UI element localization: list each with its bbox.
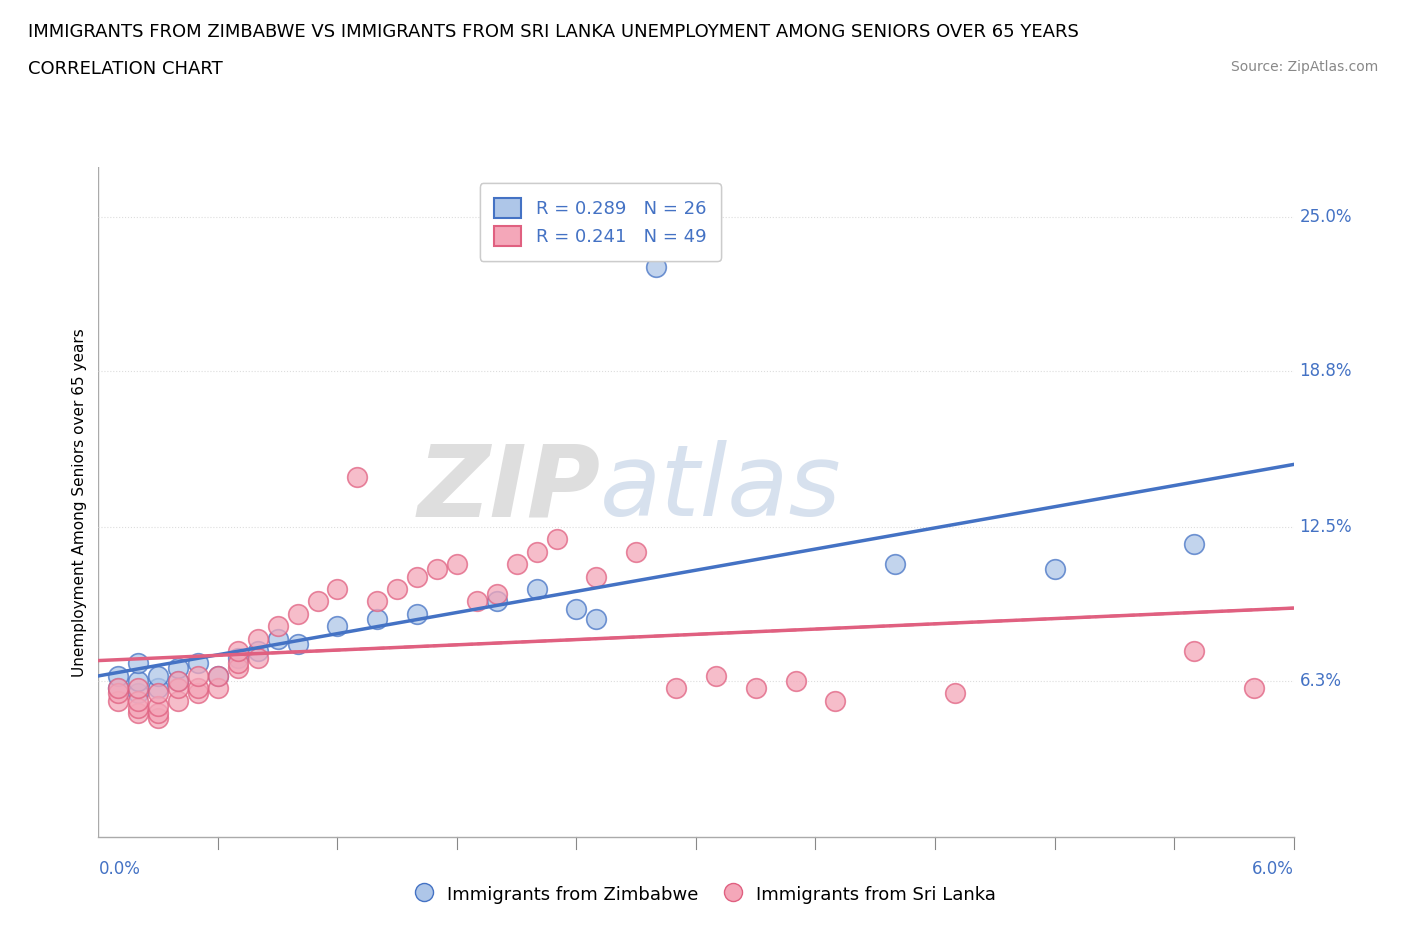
Point: [107, 681, 129, 696]
Point: [167, 673, 190, 688]
Point: [943, 685, 966, 700]
Text: atlas: atlas: [600, 440, 842, 538]
Point: [426, 562, 449, 577]
Point: [346, 470, 368, 485]
Point: [585, 611, 607, 626]
Point: [127, 681, 149, 696]
Point: [406, 606, 429, 621]
Point: [506, 557, 529, 572]
Point: [565, 602, 588, 617]
Point: [546, 532, 568, 547]
Text: IMMIGRANTS FROM ZIMBABWE VS IMMIGRANTS FROM SRI LANKA UNEMPLOYMENT AMONG SENIORS: IMMIGRANTS FROM ZIMBABWE VS IMMIGRANTS F…: [28, 23, 1078, 41]
Text: Source: ZipAtlas.com: Source: ZipAtlas.com: [1230, 60, 1378, 74]
Point: [1043, 562, 1066, 577]
Point: [1182, 644, 1205, 658]
Point: [526, 544, 548, 559]
Point: [107, 693, 129, 708]
Point: [187, 681, 209, 696]
Point: [167, 693, 190, 708]
Text: 25.0%: 25.0%: [1299, 208, 1353, 226]
Text: 0.0%: 0.0%: [98, 860, 141, 878]
Point: [824, 693, 846, 708]
Point: [187, 656, 209, 671]
Point: [884, 557, 907, 572]
Point: [148, 698, 170, 713]
Point: [107, 669, 129, 684]
Point: [465, 594, 488, 609]
Point: [127, 673, 149, 688]
Point: [107, 685, 129, 700]
Point: [187, 669, 209, 684]
Point: [326, 581, 349, 596]
Point: [167, 673, 190, 688]
Legend: Immigrants from Zimbabwe, Immigrants from Sri Lanka: Immigrants from Zimbabwe, Immigrants fro…: [404, 876, 1002, 911]
Point: [485, 587, 508, 602]
Text: ZIP: ZIP: [418, 440, 600, 538]
Point: [127, 700, 149, 715]
Point: [226, 644, 249, 658]
Point: [107, 681, 129, 696]
Point: [127, 685, 149, 700]
Point: [406, 569, 429, 584]
Point: [526, 581, 548, 596]
Text: 6.0%: 6.0%: [1251, 860, 1294, 878]
Point: [148, 706, 170, 721]
Point: [267, 618, 290, 633]
Legend: R = 0.289   N = 26, R = 0.241   N = 49: R = 0.289 N = 26, R = 0.241 N = 49: [479, 183, 721, 261]
Point: [207, 669, 229, 684]
Point: [207, 669, 229, 684]
Point: [167, 661, 190, 676]
Point: [127, 656, 149, 671]
Point: [187, 685, 209, 700]
Point: [366, 594, 388, 609]
Point: [148, 711, 170, 725]
Point: [326, 618, 349, 633]
Text: 12.5%: 12.5%: [1299, 518, 1353, 536]
Point: [704, 669, 727, 684]
Point: [287, 636, 309, 651]
Point: [665, 681, 688, 696]
Point: [785, 673, 807, 688]
Point: [446, 557, 468, 572]
Point: [385, 581, 409, 596]
Point: [226, 651, 249, 666]
Point: [226, 661, 249, 676]
Point: [246, 651, 269, 666]
Point: [366, 611, 388, 626]
Point: [207, 681, 229, 696]
Point: [167, 681, 190, 696]
Point: [226, 656, 249, 671]
Text: 18.8%: 18.8%: [1299, 362, 1353, 379]
Point: [645, 259, 668, 274]
Point: [267, 631, 290, 646]
Point: [624, 544, 647, 559]
Point: [148, 685, 170, 700]
Text: 6.3%: 6.3%: [1299, 671, 1341, 690]
Point: [246, 644, 269, 658]
Point: [585, 569, 607, 584]
Text: CORRELATION CHART: CORRELATION CHART: [28, 60, 224, 78]
Point: [1243, 681, 1265, 696]
Point: [745, 681, 768, 696]
Point: [307, 594, 329, 609]
Point: [287, 606, 309, 621]
Y-axis label: Unemployment Among Seniors over 65 years: Unemployment Among Seniors over 65 years: [72, 328, 87, 677]
Point: [246, 631, 269, 646]
Point: [148, 681, 170, 696]
Point: [127, 693, 149, 708]
Point: [148, 669, 170, 684]
Point: [485, 594, 508, 609]
Point: [127, 706, 149, 721]
Point: [1182, 537, 1205, 551]
